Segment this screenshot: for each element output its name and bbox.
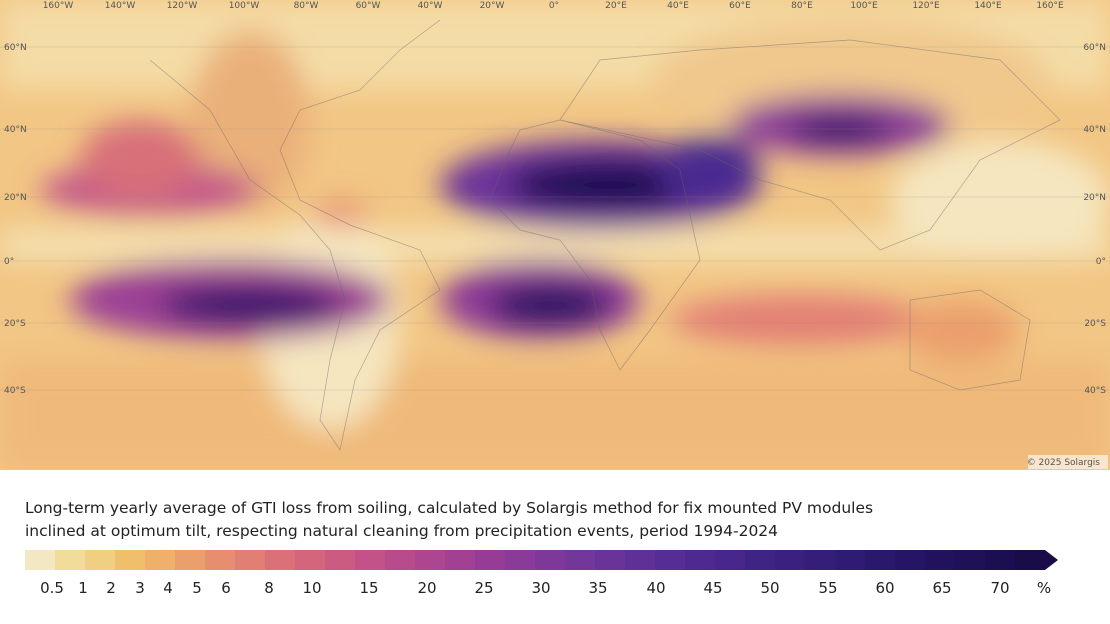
- legend-tick-label: 60: [875, 579, 894, 597]
- legend-tick-label: 65: [932, 579, 951, 597]
- longitude-label: 40°W: [418, 1, 443, 11]
- latitude-label: 40°S: [4, 386, 26, 396]
- longitude-label: 160°W: [43, 1, 74, 11]
- legend-swatch: [145, 550, 176, 570]
- latitude-label: 40°N: [1083, 125, 1106, 135]
- legend-swatch: [955, 550, 986, 570]
- legend-tick-label: 70: [990, 579, 1009, 597]
- legend-tick-label: 4: [163, 579, 173, 597]
- legend-swatch: [265, 550, 296, 570]
- legend-swatch: [415, 550, 446, 570]
- legend-swatch: [325, 550, 356, 570]
- latitude-label: 0°: [1096, 257, 1106, 267]
- legend-swatch: [85, 550, 116, 570]
- latitude-label: 40°S: [1084, 386, 1106, 396]
- legend-tick-label: 6: [221, 579, 231, 597]
- latitude-label: 0°: [4, 257, 14, 267]
- legend-swatch: [115, 550, 146, 570]
- legend-swatch: [865, 550, 896, 570]
- legend-tick-label: 10: [302, 579, 321, 597]
- coastlines: [149, 19, 1061, 451]
- legend-swatch: [205, 550, 236, 570]
- longitude-label: 20°E: [605, 1, 627, 11]
- legend-tick-label: 5: [192, 579, 202, 597]
- legend-swatch: [985, 550, 1016, 570]
- longitude-label: 80°E: [791, 1, 813, 11]
- legend-swatch: [685, 550, 716, 570]
- legend-swatch: [445, 550, 476, 570]
- legend-tick-label: 1: [78, 579, 88, 597]
- legend-tick-label: 40: [646, 579, 665, 597]
- legend-swatch: [355, 550, 386, 570]
- longitude-label: 20°W: [480, 1, 505, 11]
- legend-swatch: [655, 550, 686, 570]
- legend: 0.5 1 2 3 4 5 6 8 10 15 20 25 30 35 40 45 50 55 60 65 70%: [25, 550, 1058, 597]
- longitude-label: 120°E: [912, 1, 940, 11]
- legend-tick-label: 35: [588, 579, 607, 597]
- legend-swatch: [385, 550, 416, 570]
- longitude-label: 140°E: [974, 1, 1002, 11]
- latitude-label: 20°S: [1084, 319, 1106, 329]
- legend-swatch: [235, 550, 266, 570]
- longitude-label: 40°E: [667, 1, 689, 11]
- legend-swatch: [475, 550, 506, 570]
- legend-swatch: [295, 550, 326, 570]
- legend-swatch: [775, 550, 806, 570]
- legend-swatch: [595, 550, 626, 570]
- graticule: [0, 46, 1110, 391]
- legend-tick-label: 25: [474, 579, 493, 597]
- longitude-label: 100°E: [850, 1, 878, 11]
- legend-swatch: [835, 550, 866, 570]
- caption-line: Long-term yearly average of GTI loss fro…: [25, 499, 873, 517]
- legend-swatch: [55, 550, 86, 570]
- legend-swatch: [565, 550, 596, 570]
- legend-swatch: [745, 550, 776, 570]
- map: 160°W 140°W 120°W 100°W 80°W 60°W 40°W 20°W 0° 20…: [0, 0, 1110, 469]
- legend-swatch: [25, 550, 56, 570]
- legend-tick-label: 30: [531, 579, 550, 597]
- copyright: © 2025 Solargis: [1027, 458, 1101, 468]
- legend-swatch: [625, 550, 656, 570]
- longitude-label: 140°W: [105, 1, 136, 11]
- latitude-label: 20°S: [4, 319, 26, 329]
- graticule-labels: 160°W 140°W 120°W 100°W 80°W 60°W 40°W 20°W 0° 20…: [4, 1, 1106, 396]
- legend-swatch: [175, 550, 206, 570]
- longitude-label: 80°W: [294, 1, 319, 11]
- legend-swatch: [715, 550, 746, 570]
- caption-line: inclined at optimum tilt, respecting nat…: [25, 522, 778, 540]
- legend-tick-label: 50: [760, 579, 779, 597]
- longitude-label: 100°W: [229, 1, 260, 11]
- legend-tick-label: 15: [359, 579, 378, 597]
- latitude-label: 20°N: [1083, 193, 1106, 203]
- legend-unit: %: [1037, 579, 1051, 597]
- longitude-label: 60°W: [356, 1, 381, 11]
- legend-swatch: [895, 550, 926, 570]
- legend-swatch: [535, 550, 566, 570]
- legend-tick-label: 8: [264, 579, 274, 597]
- longitude-label: 60°E: [729, 1, 751, 11]
- legend-tick-label: 20: [417, 579, 436, 597]
- latitude-label: 60°N: [4, 43, 27, 53]
- legend-swatch: [805, 550, 836, 570]
- legend-swatch: [1015, 550, 1058, 570]
- legend-tick-label: 3: [135, 579, 145, 597]
- legend-tick-label: 0.5: [40, 579, 64, 597]
- longitude-label: 120°W: [167, 1, 198, 11]
- latitude-label: 60°N: [1083, 43, 1106, 53]
- longitude-label: 160°E: [1036, 1, 1064, 11]
- legend-swatch: [925, 550, 956, 570]
- legend-swatch: [505, 550, 536, 570]
- longitude-label: 0°: [549, 1, 559, 11]
- latitude-label: 20°N: [4, 193, 27, 203]
- latitude-label: 40°N: [4, 125, 27, 135]
- legend-tick-label: 55: [818, 579, 837, 597]
- legend-tick-label: 2: [106, 579, 116, 597]
- legend-tick-label: 45: [703, 579, 722, 597]
